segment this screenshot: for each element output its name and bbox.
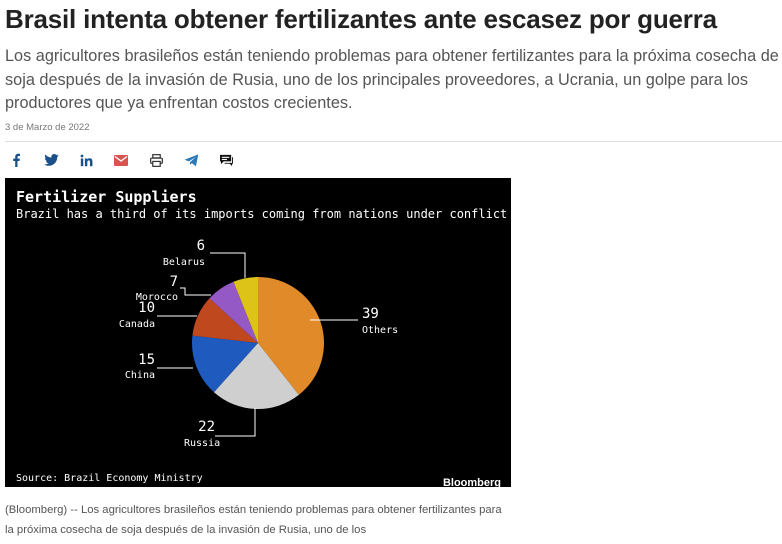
- slice-value-china: 15: [138, 352, 155, 368]
- facebook-share-button[interactable]: [5, 151, 27, 169]
- chart-subtitle: Brazil has a third of its imports coming…: [16, 207, 507, 221]
- slice-value-morocco: 7: [170, 274, 178, 290]
- slice-label-canada: Canada: [119, 319, 155, 330]
- slice-label-russia: Russia: [184, 438, 220, 449]
- fertilizer-pie-chart: Fertilizer Suppliers Brazil has a third …: [5, 178, 511, 487]
- telegram-share-button[interactable]: [180, 151, 202, 169]
- pie-chart-svg: Fertilizer Suppliers Brazil has a third …: [16, 188, 507, 487]
- bloomberg-logo: Bloomberg: [443, 477, 501, 487]
- slice-label-morocco: Morocco: [136, 292, 178, 303]
- twitter-share-button[interactable]: [40, 151, 62, 169]
- article-headline: Brasil intenta obtener fertilizantes ant…: [5, 4, 717, 34]
- email-share-button[interactable]: [110, 151, 132, 169]
- share-bar: [5, 151, 250, 169]
- print-button[interactable]: [145, 151, 167, 169]
- chart-source: Source: Brazil Economy Ministry: [16, 473, 203, 484]
- divider: [5, 141, 782, 142]
- linkedin-share-button[interactable]: [75, 151, 97, 169]
- leader-line-morocco: [180, 287, 211, 296]
- leader-line-russia: [215, 408, 256, 437]
- print-icon: [149, 153, 163, 167]
- slice-label-others: Others: [362, 325, 398, 336]
- email-icon: [114, 154, 128, 166]
- facebook-icon: [13, 153, 20, 167]
- chart-title: Fertilizer Suppliers: [16, 188, 197, 206]
- linkedin-icon: [80, 154, 92, 166]
- comments-icon: [219, 154, 233, 166]
- slice-value-belarus: 6: [197, 238, 205, 254]
- article-lede: Los agricultores brasileños están tenien…: [5, 47, 779, 112]
- pie-slice-morocco: [209, 281, 258, 343]
- pie-slice-belarus: [233, 277, 258, 343]
- article-body-text: (Bloomberg) -- Los agricultores brasileñ…: [5, 504, 502, 536]
- article-date: 3 de Marzo de 2022: [5, 122, 90, 133]
- pie-slice-canada: [192, 298, 258, 343]
- leader-line-belarus: [210, 252, 246, 278]
- slice-value-canada: 10: [138, 300, 155, 316]
- pie-slice-china: [192, 335, 258, 393]
- slice-value-russia: 22: [198, 419, 215, 435]
- comments-button[interactable]: [215, 151, 237, 169]
- pie-slice-russia: [213, 343, 299, 410]
- slice-value-others: 39: [362, 306, 379, 322]
- twitter-icon: [43, 154, 59, 166]
- telegram-icon: [184, 153, 198, 166]
- pie-slice-others: [258, 277, 325, 395]
- slice-label-belarus: Belarus: [163, 257, 205, 268]
- slice-label-china: China: [125, 370, 155, 381]
